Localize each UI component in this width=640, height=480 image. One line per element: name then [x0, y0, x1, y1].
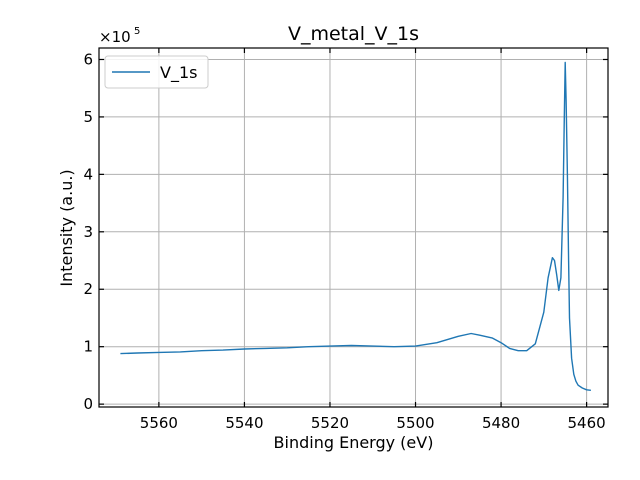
series-line-V_1s	[120, 61, 591, 391]
y-multiplier-exponent: 5	[134, 26, 140, 37]
y-tick-label: 1	[83, 338, 93, 356]
x-tick-label: 5520	[311, 414, 349, 432]
y-tick-label: 6	[83, 50, 93, 68]
y-multiplier-base: ×10	[99, 28, 131, 46]
y-tick-label: 4	[83, 165, 93, 183]
series-layer	[120, 61, 591, 391]
y-tick-label: 3	[83, 223, 93, 241]
x-tick-label: 5460	[568, 414, 606, 432]
y-tick-label: 2	[83, 280, 93, 298]
y-tick-label: 0	[83, 395, 93, 413]
x-axis-label: Binding Energy (eV)	[274, 433, 434, 452]
y-multiplier: ×10 5	[99, 26, 140, 46]
x-tick-label: 5560	[140, 414, 178, 432]
legend-box	[104, 55, 209, 89]
grid	[99, 48, 608, 407]
x-tick-label: 5480	[482, 414, 520, 432]
ticks: 5560 5540 5520 5500 5480 5460 0 1 2 3 4 5 6	[83, 48, 608, 432]
y-tick-label: 5	[83, 108, 93, 126]
legend-label: V_1s	[160, 63, 197, 83]
y-axis-label: Intensity (a.u.)	[57, 169, 76, 286]
plot-frame	[98, 47, 609, 408]
chart-title: V_metal_V_1s	[288, 23, 419, 45]
legend: V_1s	[104, 55, 209, 89]
x-tick-label: 5500	[396, 414, 434, 432]
x-tick-label: 5540	[225, 414, 263, 432]
